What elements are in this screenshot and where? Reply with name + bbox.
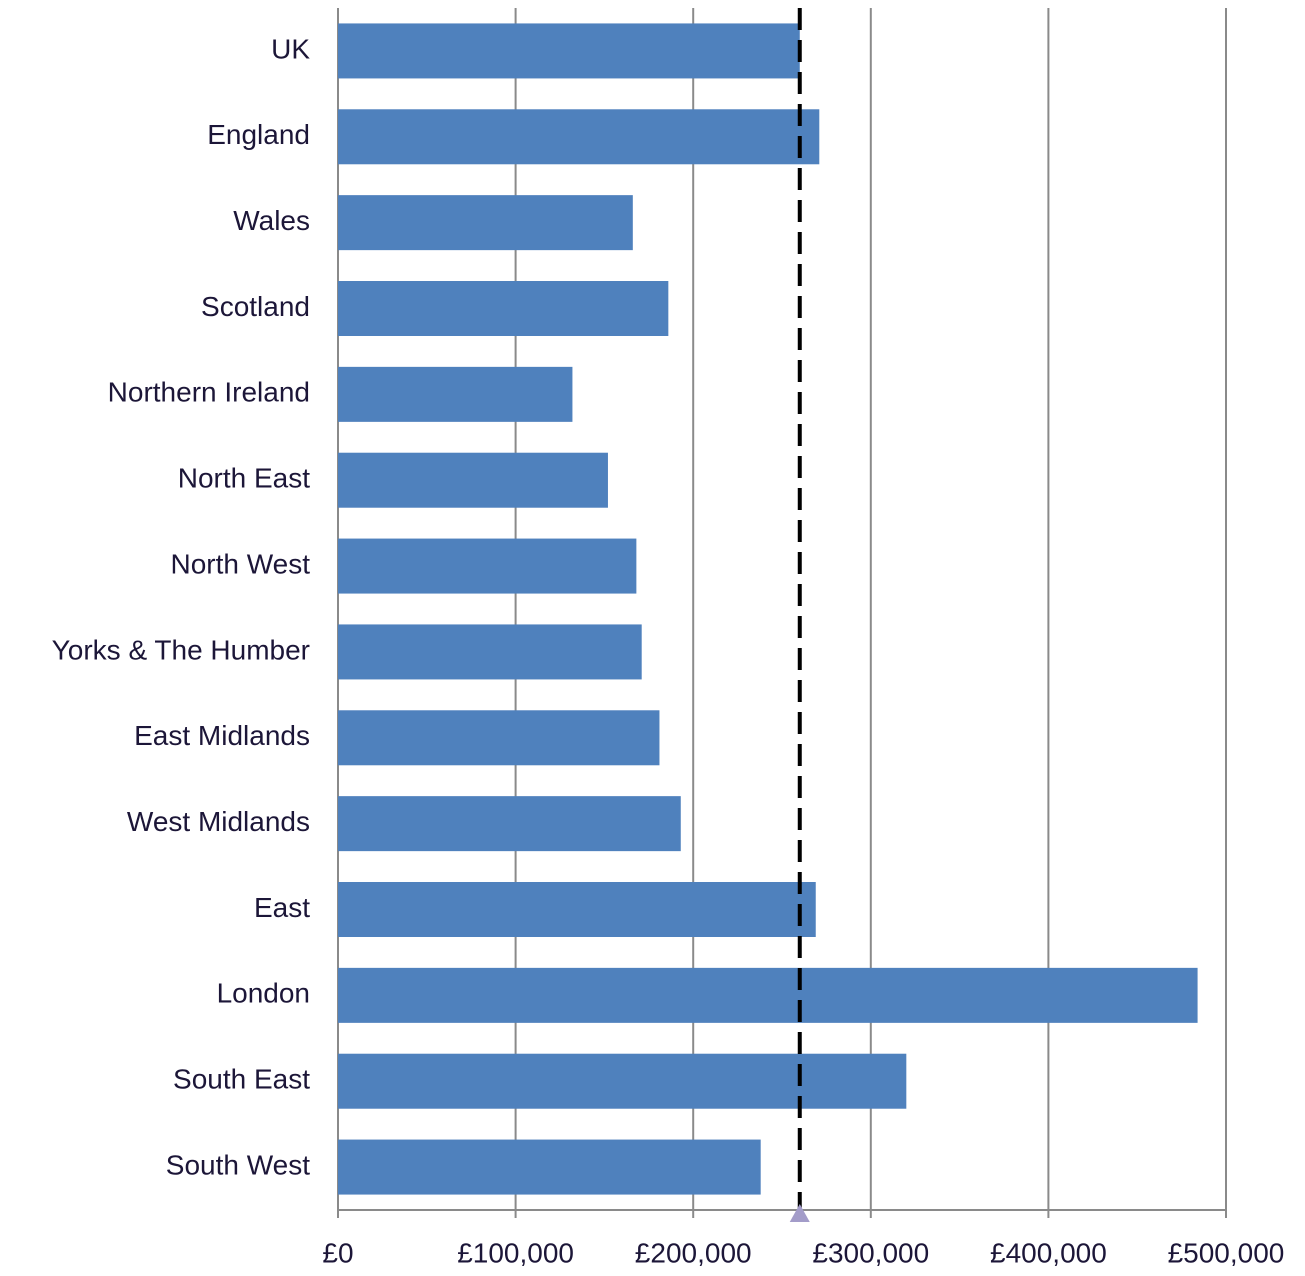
y-tick-label: North East: [178, 463, 310, 494]
x-tick-label: £200,000: [635, 1237, 752, 1268]
bar: [338, 1139, 761, 1195]
y-tick-label: South West: [166, 1149, 310, 1180]
bar: [338, 538, 637, 594]
y-tick-label: Scotland: [201, 291, 310, 322]
bar: [338, 195, 633, 251]
bar: [338, 366, 573, 422]
y-tick-label: UK: [271, 33, 310, 64]
bar: [338, 109, 820, 165]
y-tick-label: North West: [170, 548, 310, 579]
y-tick-label: Wales: [233, 205, 310, 236]
bar: [338, 882, 816, 937]
y-tick-label: East: [254, 892, 310, 923]
x-tick-label: £400,000: [990, 1237, 1107, 1268]
bar: [338, 796, 681, 852]
bar: [338, 710, 660, 766]
bar: [338, 624, 642, 680]
reference-marker: [789, 1204, 810, 1222]
bar: [338, 1053, 907, 1109]
bar: [338, 452, 608, 508]
x-tick-label: £300,000: [812, 1237, 929, 1268]
x-tick-label: £500,000: [1168, 1237, 1285, 1268]
y-tick-label: London: [217, 978, 310, 1009]
x-tick-label: £100,000: [457, 1237, 574, 1268]
y-tick-label: Northern Ireland: [108, 377, 310, 408]
bar: [338, 967, 1198, 1023]
bar: [338, 23, 800, 79]
y-tick-label: England: [207, 119, 310, 150]
y-tick-label: Yorks & The Humber: [52, 634, 310, 665]
y-tick-label: East Midlands: [134, 720, 310, 751]
bar: [338, 281, 669, 336]
y-tick-label: West Midlands: [127, 806, 310, 837]
y-tick-label: South East: [173, 1064, 310, 1095]
x-tick-label: £0: [322, 1237, 353, 1268]
